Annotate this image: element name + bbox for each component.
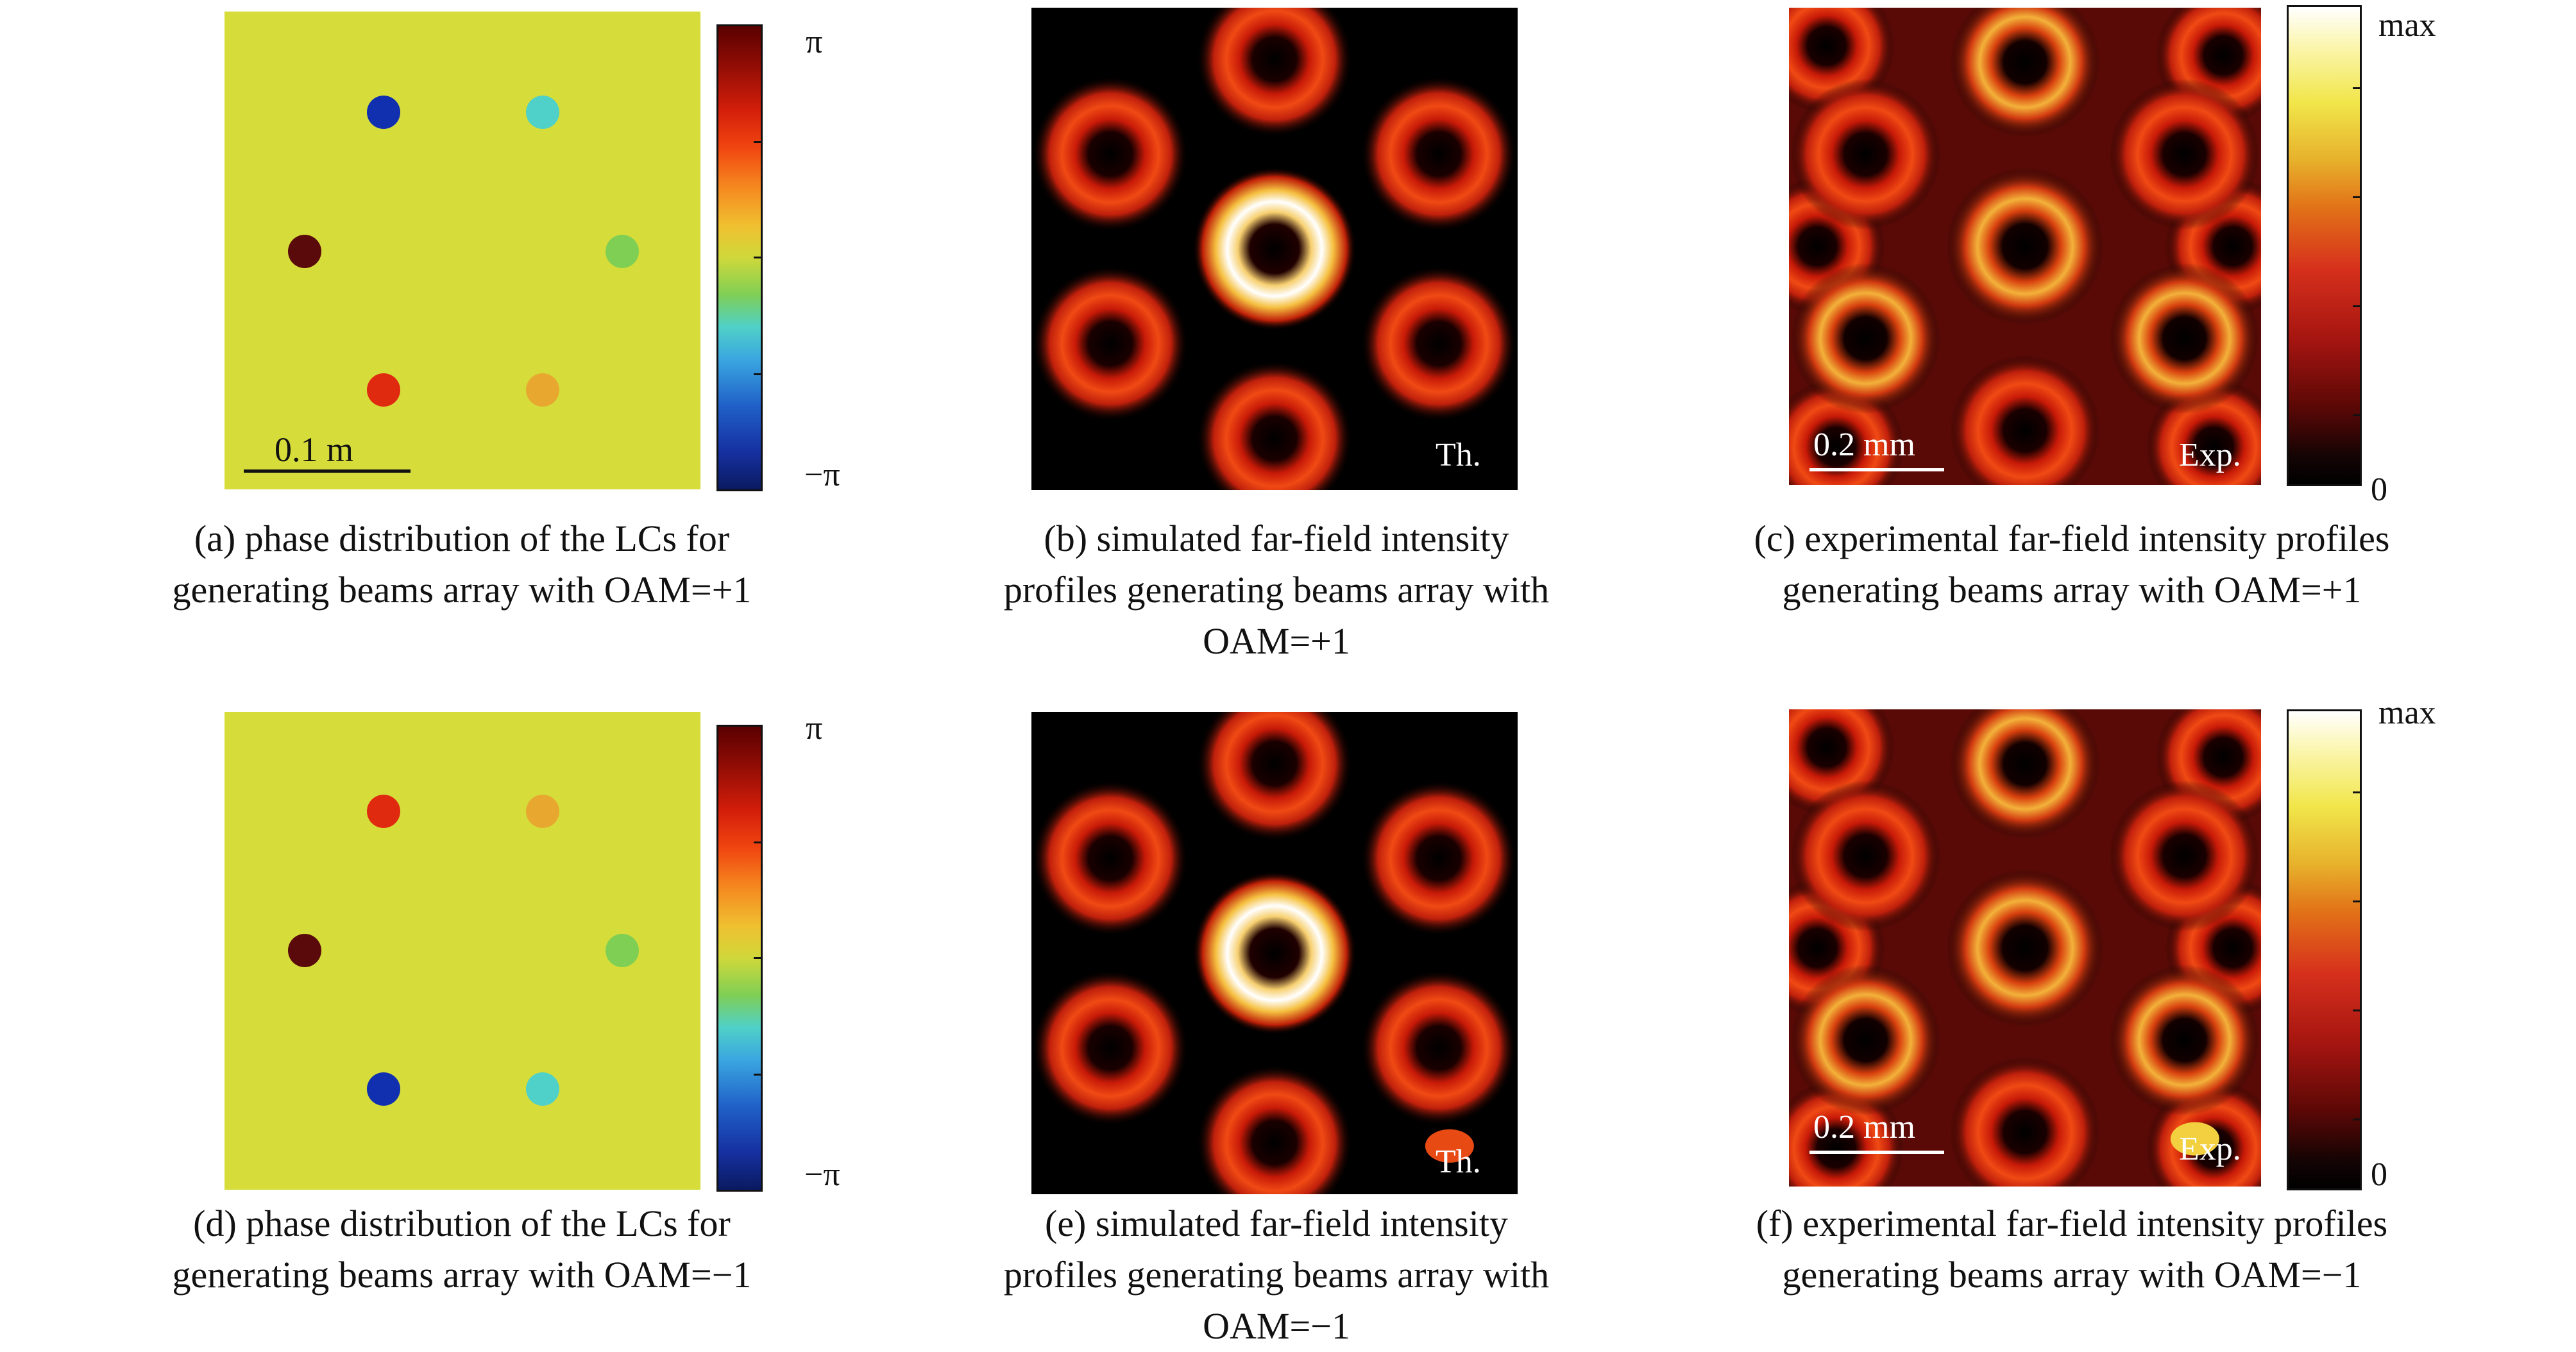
phase-dot	[526, 1072, 559, 1106]
beam-ring	[1032, 970, 1189, 1126]
experimental-intensity-panel-c: 0.2 mm Exp.	[1789, 8, 2261, 485]
phase-dot	[288, 934, 321, 967]
beam-ring	[2108, 262, 2260, 414]
beam-ring	[2108, 78, 2260, 230]
colorbar-tick	[754, 1074, 763, 1076]
beam-ring	[1360, 76, 1517, 232]
central-beam-ring	[1192, 871, 1357, 1035]
colorbar-tick	[2353, 791, 2362, 793]
colorbar-top-label: max	[2378, 7, 2436, 44]
scale-label: 0.1 m	[275, 430, 354, 469]
beam-ring	[1196, 712, 1353, 841]
colorbar-top-label: π	[806, 24, 823, 60]
phase-dot	[526, 795, 559, 828]
colorbar-tick	[2353, 305, 2362, 307]
scale-bar	[1809, 468, 1944, 471]
colorbar-tick	[2353, 196, 2362, 198]
phase-dot	[367, 795, 400, 828]
beam-ring	[1790, 78, 1942, 230]
colorbar-bottom-label: −π	[804, 457, 840, 493]
phase-dot	[367, 373, 400, 407]
colorbar-tick	[754, 373, 763, 375]
colorbar-tick	[754, 841, 763, 843]
phase-dot	[526, 96, 559, 129]
central-beam-ring	[1192, 167, 1357, 331]
caption-c: (c) experimental far-field intensity pro…	[1754, 518, 2390, 611]
colorbar-tick	[754, 957, 763, 959]
phase-dot	[367, 1072, 400, 1106]
colorbar-tick	[754, 257, 763, 258]
phase-dot	[606, 934, 639, 967]
simulated-intensity-panel-b: Th.	[1031, 8, 1518, 490]
beam-ring	[1790, 964, 1942, 1116]
beam-ring	[1196, 360, 1353, 490]
scale-label: 0.2 mm	[1813, 427, 1915, 463]
colorbar-top-label: max	[2378, 695, 2436, 731]
colorbar-bottom-label: 0	[2371, 1156, 2387, 1193]
scale-label: 0.2 mm	[1813, 1109, 1915, 1145]
experiment-tag: Exp.	[2179, 1131, 2241, 1167]
scale-bar	[1809, 1151, 1944, 1154]
phase-dot	[526, 373, 559, 407]
caption-b: (b) simulated far-field intensity profil…	[1003, 518, 1550, 662]
caption-f: (f) experimental far-field intensity pro…	[1756, 1203, 2388, 1296]
intensity-colorbar	[2287, 5, 2362, 486]
beam-ring	[1949, 355, 2101, 485]
colorbar-tick	[2353, 87, 2362, 89]
colorbar-bottom-label: 0	[2371, 471, 2387, 508]
intensity-colorbar	[2287, 709, 2362, 1190]
central-beam-ring	[1945, 167, 2105, 326]
experimental-intensity-panel-f: 0.2 mm Exp.	[1789, 709, 2261, 1187]
colorbar-tick	[2353, 900, 2362, 902]
phase-panel-d	[225, 712, 700, 1190]
beam-ring	[1790, 262, 1942, 414]
beam-ring	[1196, 1065, 1353, 1194]
beam-spot	[2170, 1122, 2219, 1156]
colorbar-top-label: π	[806, 710, 823, 747]
beam-ring	[2108, 964, 2260, 1116]
beam-ring	[1949, 709, 2101, 840]
caption-a: (a) phase distribution of the LCs for ge…	[172, 518, 752, 611]
colorbar-tick	[2353, 1119, 2362, 1120]
caption-d: (d) phase distribution of the LCs for ge…	[172, 1203, 752, 1296]
colorbar-tick	[754, 141, 763, 143]
phase-dot	[367, 96, 400, 129]
phase-dot	[606, 235, 639, 268]
beam-ring	[1196, 8, 1353, 137]
phase-dot	[288, 235, 321, 268]
beam-ring	[1949, 8, 2101, 138]
central-beam-ring	[1945, 868, 2105, 1027]
colorbar-tick	[2353, 414, 2362, 416]
caption-e: (e) simulated far-field intensity profil…	[1003, 1203, 1550, 1347]
colorbar-tick	[2353, 1010, 2362, 1011]
beam-ring	[1360, 780, 1517, 936]
phase-panel-a: 0.1 m	[225, 12, 700, 489]
theory-tag: Th.	[1436, 1144, 1481, 1180]
theory-tag: Th.	[1436, 437, 1481, 473]
scale-bar	[244, 469, 411, 473]
beam-ring	[1949, 1056, 2101, 1187]
beam-ring	[2108, 780, 2260, 932]
beam-ring	[1790, 780, 1942, 932]
simulated-intensity-panel-e: Th.	[1031, 712, 1518, 1194]
beam-spot	[1425, 1129, 1474, 1163]
experiment-tag: Exp.	[2179, 437, 2241, 473]
colorbar-bottom-label: −π	[804, 1156, 840, 1193]
beam-ring	[1032, 76, 1189, 232]
beam-ring	[1360, 266, 1517, 422]
beam-ring	[1032, 780, 1189, 936]
beam-ring	[1032, 266, 1189, 422]
beam-ring	[1360, 970, 1517, 1126]
